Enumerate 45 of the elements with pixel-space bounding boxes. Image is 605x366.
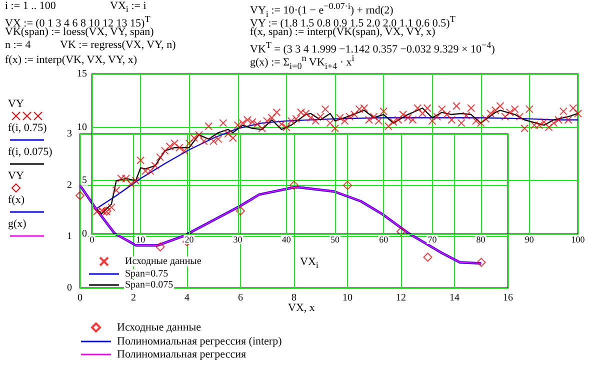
y-tick-label: 0 [67,282,72,294]
x-axis-title: VX$_{i}$ [300,256,318,272]
text: VY$_{i}$ := 10·(1 − e$^{−0.07·i}$) + rnd(2) [250,1,394,19]
text: VX$_{i}$ := i [110,0,146,16]
x-tick-label: 8 [292,292,296,304]
x-tick-label: 20 [184,234,194,244]
y-axis-title: VY f(x) g(x) [8,170,26,231]
text: VK := regress(VX, VY, n) [60,39,176,52]
x-tick-label: 70 [428,234,438,244]
text: n := 4 [5,39,31,52]
legend-label: Полиномиальная регрессия [117,348,246,360]
y-tick-label: 3 [67,128,72,140]
y-tick-label: 15 [77,68,87,80]
x-tick-label: 16 [503,292,513,304]
x-tick-label: 100 [571,234,586,244]
y-axis-title: VY f(i, 0.75) f(i, 0.075) [8,98,52,159]
x-tick-label: 0 [90,234,95,244]
text: f(x, span) := interp(VK(span), VX, VY, x) [250,26,436,39]
x-axis-title: VX, x [288,302,315,315]
x-tick-label: 10 [136,234,146,244]
text: VK$^{T}$ = (3 3 4 1.999 −1.142 0.357 −0.032 9.329 × 10$^{−4}$) [250,39,495,56]
text: f(x) := interp(VK, VX, VY, x) [5,54,138,67]
legend-label: Span=0.075 [125,280,174,290]
legend-label: Исходные данные [117,322,202,334]
x-tick-label: 50 [330,234,340,244]
text: g(x) := Σ$_{i=0}$$^{n}$ VK$_{i+4}$ · x$^{i}$ [250,53,354,71]
y-tick-label: 5 [82,175,87,186]
x-tick-label: 40 [282,234,292,244]
x-tick-label: 30 [233,234,243,244]
x-tick-label: 10 [342,292,352,304]
x-tick-label: 90 [524,234,534,244]
y-tick-label: 1 [67,231,72,242]
x-tick-label: 12 [396,292,406,304]
x-tick-label: 2 [131,292,136,304]
x-tick-label: 6 [238,292,243,304]
y-tick-label: 2 [67,180,72,191]
x-tick-label: 4 [184,292,190,304]
legend-label: Span=0.75 [125,268,168,280]
x-tick-label: 14 [450,292,460,304]
text: i := 1 .. 100 [5,0,56,13]
x-tick-label: 60 [379,234,389,244]
y-tick-label: 10 [77,122,87,133]
x-tick-label: 80 [476,234,486,244]
legend-label: Исходные данные [125,256,202,267]
legend-label: Полиномиальная регрессия (interp) [117,336,282,348]
